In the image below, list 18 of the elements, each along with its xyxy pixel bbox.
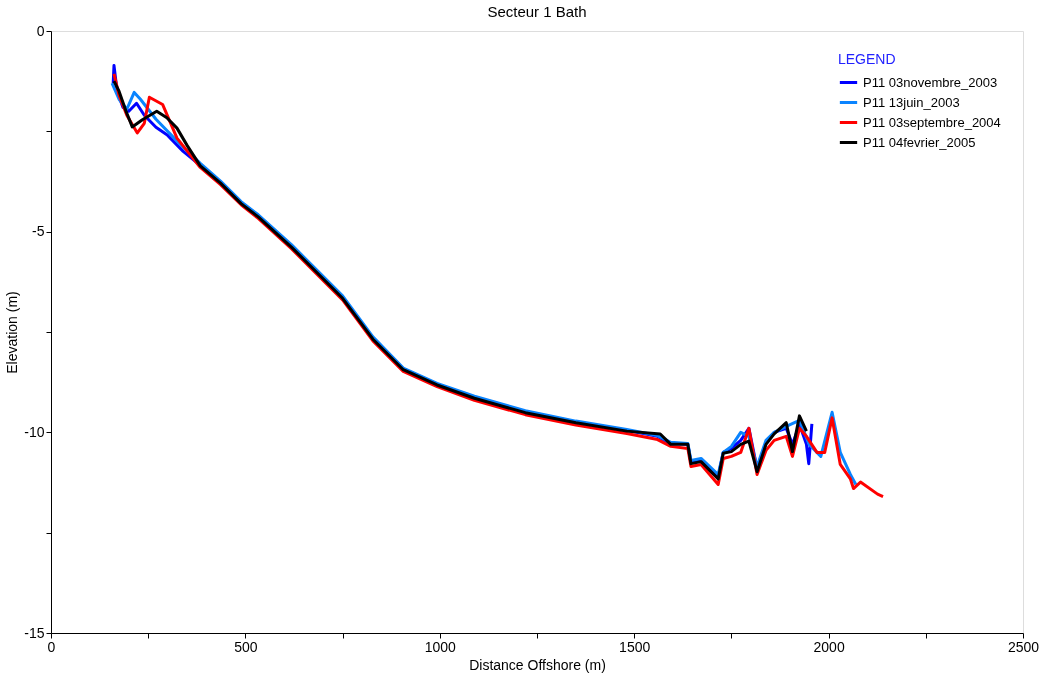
chart-title: Secteur 1 Bath <box>487 3 587 20</box>
x-tick-label: 0 <box>47 638 56 655</box>
y-tick-label: -5 <box>32 223 45 240</box>
y-tick-label: -15 <box>24 624 45 641</box>
x-tick-label: 1000 <box>424 638 457 655</box>
x-tick-label: 2000 <box>813 638 845 655</box>
y-tick-label: -10 <box>24 423 45 440</box>
y-tick-label: 0 <box>36 22 45 39</box>
legend-title: LEGEND <box>838 51 896 67</box>
legend-label: P11 13juin_2003 <box>863 94 960 110</box>
x-tick-label: 1500 <box>619 638 651 655</box>
legend-label: P11 03novembre_2003 <box>863 74 998 90</box>
x-axis-title: Distance Offshore (m) <box>469 656 606 673</box>
legend-label: P11 03septembre_2004 <box>863 114 1001 130</box>
y-axis-title: Elevation (m) <box>4 291 21 374</box>
x-tick-label: 2500 <box>1007 638 1040 655</box>
legend-label: P11 04fevrier_2005 <box>863 134 976 150</box>
x-tick-label: 500 <box>234 638 258 655</box>
